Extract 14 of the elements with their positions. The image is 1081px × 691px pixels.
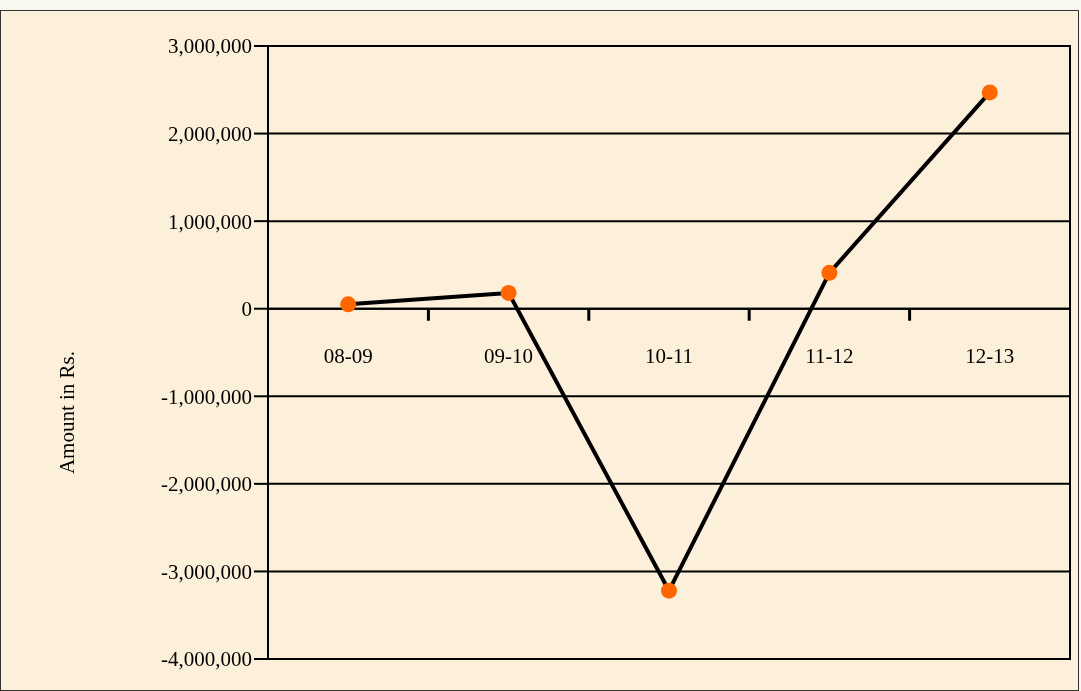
y-tick-label: 0 bbox=[241, 297, 252, 322]
y-tick-label: -2,000,000 bbox=[161, 472, 252, 497]
x-tick-label: 10-11 bbox=[644, 343, 694, 368]
y-tick-label: -3,000,000 bbox=[161, 559, 252, 584]
x-tick-label: 09-10 bbox=[484, 343, 534, 368]
y-axis-title: Amount in Rs. bbox=[55, 350, 80, 475]
x-tick-label: 11-12 bbox=[805, 343, 854, 368]
x-tick-label: 12-13 bbox=[965, 343, 1015, 368]
y-tick-label: -1,000,000 bbox=[161, 384, 252, 409]
y-tick-label: -4,000,000 bbox=[161, 647, 252, 672]
y-tick-label: 1,000,000 bbox=[168, 209, 252, 234]
y-tick-label: 3,000,000 bbox=[168, 34, 252, 59]
y-tick-label: 2,000,000 bbox=[168, 122, 252, 147]
x-tick-label: 08-09 bbox=[323, 343, 373, 368]
